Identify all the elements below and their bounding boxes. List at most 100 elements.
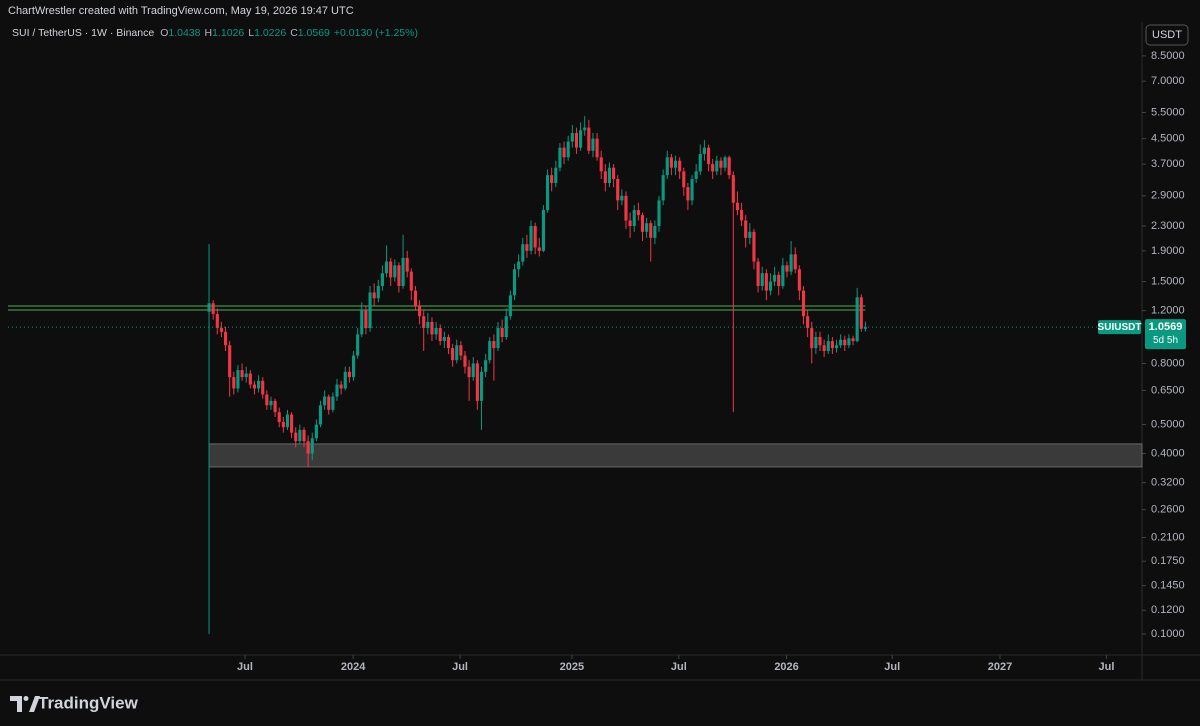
candle-body (479, 371, 484, 401)
legend-value: 1.1026 (212, 27, 244, 39)
y-tick-label: 0.2600 (1151, 504, 1185, 516)
brand-logo (10, 696, 40, 712)
candle-body (570, 133, 574, 142)
candle-body (368, 292, 372, 329)
candle-body (579, 130, 583, 148)
candle-body (261, 380, 265, 395)
candle-body (632, 210, 636, 226)
candle-body (372, 292, 376, 299)
candle-body (273, 400, 277, 413)
candle-body (240, 370, 244, 378)
candle-body (504, 316, 508, 338)
candle-body (562, 147, 566, 158)
candle-body (525, 244, 529, 251)
x-tick-label: 2025 (560, 661, 584, 673)
candle-body (232, 377, 236, 389)
candle-body (719, 160, 723, 168)
candle-body (764, 273, 768, 291)
candle-body (228, 345, 232, 378)
candle-body (744, 220, 748, 238)
candle-body (314, 424, 318, 439)
candle-body (455, 345, 459, 361)
candle-body (306, 441, 310, 454)
candle-body (748, 231, 752, 238)
candle-body (711, 164, 715, 172)
candle-body (612, 167, 616, 180)
candle-body (302, 429, 306, 442)
candle-body (595, 138, 599, 158)
candle-body (537, 247, 541, 251)
candle-body (236, 370, 240, 389)
candle-body (657, 200, 661, 226)
candle-body (405, 257, 409, 272)
candle-body (574, 133, 579, 148)
logo-dot (23, 696, 29, 701)
y-tick-label: 1.9000 (1151, 245, 1185, 257)
candle-body (533, 225, 537, 248)
candle-body (855, 297, 859, 342)
y-tick-label: 5.5000 (1151, 106, 1185, 118)
candle-body (484, 360, 488, 372)
candle-body (682, 171, 686, 188)
candle-body (830, 341, 834, 349)
candle-body (318, 405, 323, 425)
candle-body (731, 175, 735, 203)
currency[interactable]: USDT (1152, 29, 1182, 41)
y-tick-label: 0.2100 (1151, 531, 1185, 543)
candle-body (616, 179, 620, 201)
candle-body (818, 337, 822, 346)
candle-body (756, 261, 760, 287)
candle-body (607, 167, 612, 184)
candle-body (298, 429, 302, 442)
candle-body (529, 225, 533, 251)
candle-body (413, 290, 418, 306)
candle-body (603, 171, 607, 184)
legend-value: 1.0438 (168, 27, 200, 39)
candle-body (566, 141, 570, 158)
y-tick-label: 0.3200 (1151, 477, 1185, 489)
candle-body (628, 220, 632, 226)
candle-body (843, 339, 847, 346)
candle-body (645, 223, 649, 232)
candle-body (463, 355, 467, 367)
candle-body (265, 394, 269, 406)
y-tick-label: 0.1750 (1151, 555, 1185, 567)
candle-body (496, 328, 500, 349)
candle-body (690, 179, 694, 201)
candle-body (380, 273, 384, 287)
candle-body (335, 384, 339, 397)
candle-body (669, 157, 673, 168)
y-tick-label: 0.5000 (1151, 418, 1185, 430)
x-tick-label: Jul (884, 661, 900, 673)
candle-body (430, 321, 434, 335)
legend-change: +0.0130 (+1.25%) (334, 27, 418, 39)
candle-body (211, 303, 215, 314)
candle-body (636, 210, 640, 216)
candle-body (863, 327, 867, 329)
candle-body (446, 337, 451, 349)
candle-body (806, 316, 810, 329)
currency-button[interactable] (1145, 24, 1189, 46)
candle-body (347, 371, 351, 378)
candle-body (252, 384, 257, 389)
candle-body (698, 153, 702, 172)
candle-body (471, 363, 475, 378)
candle-body (269, 400, 273, 406)
support-zone (208, 443, 1143, 468)
candle-body (801, 290, 806, 317)
candle-body (442, 337, 446, 342)
y-tick-label: 0.1000 (1151, 628, 1185, 640)
candle-body (826, 341, 830, 352)
candle-body (777, 274, 781, 287)
candle-body (793, 254, 797, 270)
legend: SUI / TetherUS · 1W · Binance O1.0438 H1.1… (12, 27, 418, 39)
candle-body (814, 337, 818, 349)
candle-body (550, 175, 554, 184)
x-tick-label: Jul (1099, 661, 1115, 673)
y-tick-label: 0.1200 (1151, 604, 1185, 616)
candle-body (331, 396, 335, 410)
candle-body (839, 339, 843, 346)
candle-body (797, 269, 801, 291)
candle-body (285, 414, 290, 428)
